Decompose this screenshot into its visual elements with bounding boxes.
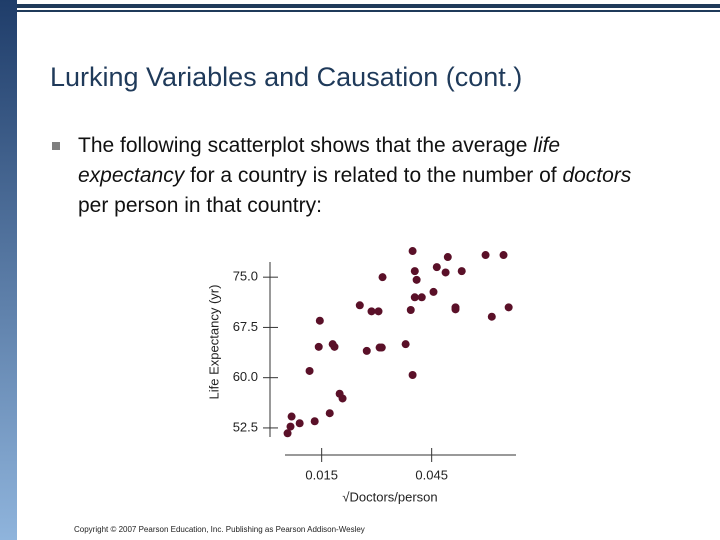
point bbox=[330, 342, 339, 351]
point bbox=[378, 273, 387, 282]
point bbox=[410, 267, 419, 276]
point bbox=[443, 253, 452, 262]
top-rule bbox=[17, 4, 720, 8]
y-tick-label: 75.0 bbox=[233, 269, 258, 284]
bullet-text: The following scatterplot shows that the… bbox=[78, 131, 648, 221]
point bbox=[305, 366, 314, 375]
x-tick-label: 0.015 bbox=[305, 467, 338, 482]
y-tick-label: 52.5 bbox=[233, 419, 258, 434]
point bbox=[457, 267, 466, 276]
copyright: Copyright © 2007 Pearson Education, Inc.… bbox=[74, 525, 365, 534]
point bbox=[432, 263, 441, 272]
point bbox=[410, 293, 419, 302]
slide-title: Lurking Variables and Causation (cont.) bbox=[50, 62, 523, 92]
point bbox=[295, 419, 304, 428]
point bbox=[499, 251, 508, 260]
y-tick-label: 60.0 bbox=[233, 369, 258, 384]
point bbox=[310, 417, 319, 426]
point bbox=[377, 343, 386, 352]
x-axis-label: √Doctors/person bbox=[342, 489, 437, 504]
point bbox=[408, 247, 417, 256]
y-tick-label: 67.5 bbox=[233, 319, 258, 334]
text-run: doctors bbox=[562, 164, 632, 187]
text-run: for a country is related to the number o… bbox=[184, 164, 563, 187]
point bbox=[325, 409, 334, 418]
sidebar bbox=[0, 0, 17, 540]
x-tick-label: 0.045 bbox=[415, 467, 448, 482]
point bbox=[481, 251, 490, 260]
point bbox=[374, 307, 383, 316]
point bbox=[401, 340, 410, 349]
text-run: life expectancy bbox=[78, 134, 561, 187]
point bbox=[504, 303, 513, 312]
point bbox=[315, 316, 324, 325]
y-axis-label: Life Expectancy (yr) bbox=[206, 285, 221, 400]
point bbox=[314, 342, 323, 351]
top-rule bbox=[17, 10, 720, 12]
point bbox=[451, 303, 460, 312]
point bbox=[286, 422, 295, 431]
point bbox=[338, 394, 347, 403]
point bbox=[362, 346, 371, 355]
point bbox=[406, 306, 415, 314]
point bbox=[287, 412, 296, 421]
point bbox=[441, 268, 450, 277]
point bbox=[412, 275, 421, 284]
bullet-marker bbox=[52, 142, 60, 150]
point bbox=[408, 371, 417, 379]
point bbox=[487, 312, 496, 321]
point bbox=[283, 429, 292, 438]
point bbox=[417, 293, 426, 302]
point bbox=[429, 287, 438, 296]
point bbox=[367, 307, 376, 316]
point bbox=[355, 301, 364, 310]
text-run: The following scatterplot shows that the… bbox=[78, 134, 534, 157]
text-run: per person in that country: bbox=[78, 194, 322, 217]
